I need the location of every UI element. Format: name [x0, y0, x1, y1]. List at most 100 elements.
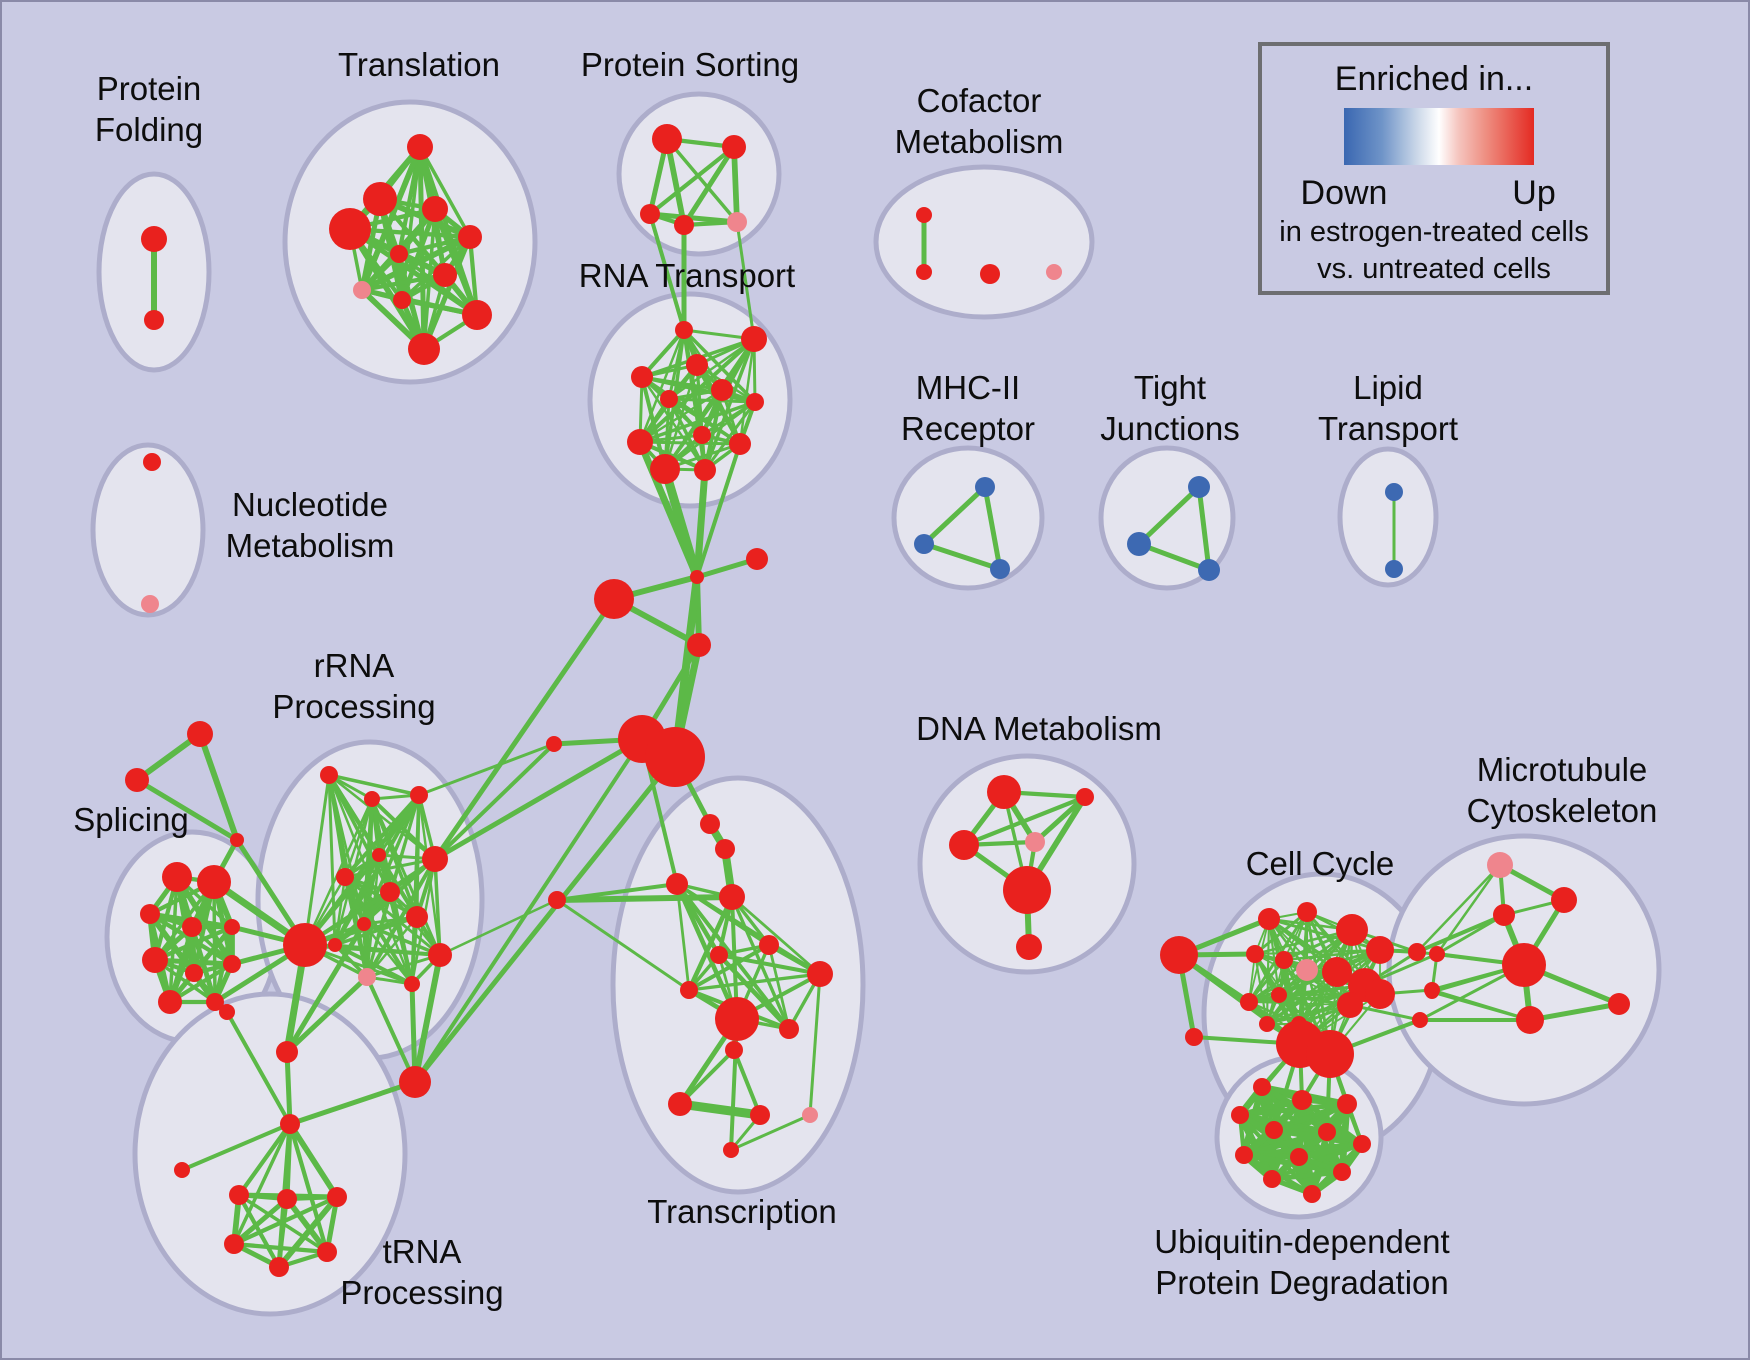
gene-set-node-cc3[interactable]	[1336, 914, 1368, 946]
gene-set-node-sp11[interactable]	[219, 1004, 235, 1020]
gene-set-node-cc4[interactable]	[1366, 936, 1394, 964]
gene-set-node-tx3[interactable]	[666, 873, 688, 895]
gene-set-node-ub7[interactable]	[1353, 1135, 1371, 1153]
gene-set-node-tn4[interactable]	[224, 1234, 244, 1254]
gene-set-node-sp_tri1[interactable]	[187, 721, 213, 747]
gene-set-node-cc_left[interactable]	[1160, 936, 1198, 974]
gene-set-node-tx2[interactable]	[715, 839, 735, 859]
gene-set-node-sp1[interactable]	[162, 862, 192, 892]
gene-set-node-ps3[interactable]	[640, 204, 660, 224]
gene-set-node-ub5[interactable]	[1265, 1121, 1283, 1139]
gene-set-node-rt6[interactable]	[660, 390, 678, 408]
gene-set-node-t6[interactable]	[390, 245, 408, 263]
gene-set-node-sp7[interactable]	[185, 964, 203, 982]
gene-set-node-rt10[interactable]	[729, 433, 751, 455]
gene-set-node-tn3[interactable]	[327, 1187, 347, 1207]
gene-set-node-tn_iso[interactable]	[174, 1162, 190, 1178]
gene-set-node-sp9[interactable]	[158, 990, 182, 1014]
gene-set-node-ub8[interactable]	[1235, 1146, 1253, 1164]
gene-set-node-cc17[interactable]	[1408, 943, 1426, 961]
gene-set-node-tx6[interactable]	[759, 935, 779, 955]
gene-set-node-rr7[interactable]	[380, 882, 400, 902]
gene-set-node-ps5[interactable]	[727, 212, 747, 232]
gene-set-node-mt2[interactable]	[1493, 904, 1515, 926]
gene-set-node-dm6[interactable]	[1016, 934, 1042, 960]
gene-set-node-t11[interactable]	[408, 333, 440, 365]
gene-set-node-tn2[interactable]	[277, 1189, 297, 1209]
gene-set-node-ub9[interactable]	[1290, 1148, 1308, 1166]
gene-set-node-rr1[interactable]	[320, 766, 338, 784]
gene-set-node-mt4[interactable]	[1608, 993, 1630, 1015]
gene-set-node-tn6[interactable]	[269, 1257, 289, 1277]
gene-set-node-t9[interactable]	[393, 291, 411, 309]
gene-set-node-ps2[interactable]	[722, 135, 746, 159]
gene-set-node-tx4[interactable]	[719, 884, 745, 910]
gene-set-node-rt11[interactable]	[650, 454, 680, 484]
gene-set-node-tj1[interactable]	[1188, 476, 1210, 498]
gene-set-node-rr15[interactable]	[276, 1041, 298, 1063]
gene-set-node-tx10[interactable]	[779, 1019, 799, 1039]
gene-set-node-tx5[interactable]	[548, 891, 566, 909]
gene-set-node-mh1[interactable]	[975, 477, 995, 497]
gene-set-node-tx14[interactable]	[802, 1107, 818, 1123]
gene-set-node-pf1[interactable]	[141, 226, 167, 252]
gene-set-node-t3[interactable]	[422, 196, 448, 222]
gene-set-node-sp2[interactable]	[197, 865, 231, 899]
gene-set-node-dm4[interactable]	[1025, 832, 1045, 852]
gene-set-node-cc14[interactable]	[1259, 1016, 1275, 1032]
gene-set-node-cc1[interactable]	[1258, 908, 1280, 930]
gene-set-node-nm2[interactable]	[141, 595, 159, 613]
gene-set-node-ps1[interactable]	[652, 124, 682, 154]
gene-set-node-t2[interactable]	[363, 182, 397, 216]
gene-set-node-rr12[interactable]	[358, 968, 376, 986]
gene-set-node-tx9[interactable]	[807, 961, 833, 987]
gene-set-node-cc10[interactable]	[1271, 987, 1287, 1003]
gene-set-node-sp3[interactable]	[140, 904, 160, 924]
gene-set-node-c3[interactable]	[594, 579, 634, 619]
gene-set-node-cc13[interactable]	[1337, 992, 1363, 1018]
gene-set-node-sp5[interactable]	[224, 919, 240, 935]
gene-set-node-cf1[interactable]	[916, 207, 932, 223]
gene-set-node-tn1[interactable]	[229, 1185, 249, 1205]
gene-set-node-ccbig2[interactable]	[1306, 1030, 1354, 1078]
gene-set-node-sp6[interactable]	[142, 947, 168, 973]
gene-set-node-tx13[interactable]	[750, 1105, 770, 1125]
gene-set-node-rr5[interactable]	[422, 846, 448, 872]
gene-set-node-tj2[interactable]	[1127, 532, 1151, 556]
gene-set-node-tn5[interactable]	[317, 1242, 337, 1262]
gene-set-node-ub3[interactable]	[1337, 1094, 1357, 1114]
gene-set-node-t1[interactable]	[407, 134, 433, 160]
gene-set-node-t10[interactable]	[462, 300, 492, 330]
gene-set-node-txhub[interactable]	[715, 997, 759, 1041]
gene-set-node-cc9[interactable]	[1240, 993, 1258, 1011]
gene-set-node-tx7[interactable]	[710, 946, 728, 964]
gene-set-node-cc6[interactable]	[1275, 951, 1293, 969]
gene-set-node-rt1[interactable]	[675, 321, 693, 339]
gene-set-node-cc5[interactable]	[1246, 945, 1264, 963]
gene-set-node-ub6[interactable]	[1318, 1123, 1336, 1141]
gene-set-node-rrhub[interactable]	[283, 923, 327, 967]
gene-set-node-tx8[interactable]	[680, 981, 698, 999]
gene-set-node-rt3[interactable]	[686, 354, 708, 376]
gene-set-node-dm5[interactable]	[1003, 866, 1051, 914]
gene-set-node-cc7[interactable]	[1296, 959, 1318, 981]
gene-set-node-mt1[interactable]	[1551, 887, 1577, 913]
gene-set-node-mh2[interactable]	[914, 534, 934, 554]
gene-set-node-ps4[interactable]	[674, 215, 694, 235]
gene-set-node-tx12[interactable]	[668, 1092, 692, 1116]
gene-set-node-rr9[interactable]	[357, 917, 371, 931]
gene-set-node-lt1[interactable]	[1385, 483, 1403, 501]
gene-set-node-tj3[interactable]	[1198, 559, 1220, 581]
gene-set-node-tx15[interactable]	[723, 1142, 739, 1158]
gene-set-node-rt7[interactable]	[746, 393, 764, 411]
gene-set-node-cc2[interactable]	[1297, 902, 1317, 922]
gene-set-node-mtbig[interactable]	[1502, 943, 1546, 987]
gene-set-node-rt8[interactable]	[693, 426, 711, 444]
gene-set-node-t4[interactable]	[329, 208, 371, 250]
gene-set-node-rr14[interactable]	[399, 1066, 431, 1098]
gene-set-node-dm2[interactable]	[1076, 788, 1094, 806]
gene-set-node-sp4[interactable]	[182, 917, 202, 937]
gene-set-node-c4[interactable]	[687, 633, 711, 657]
gene-set-node-tnhub[interactable]	[280, 1114, 300, 1134]
gene-set-node-rr13[interactable]	[404, 976, 420, 992]
